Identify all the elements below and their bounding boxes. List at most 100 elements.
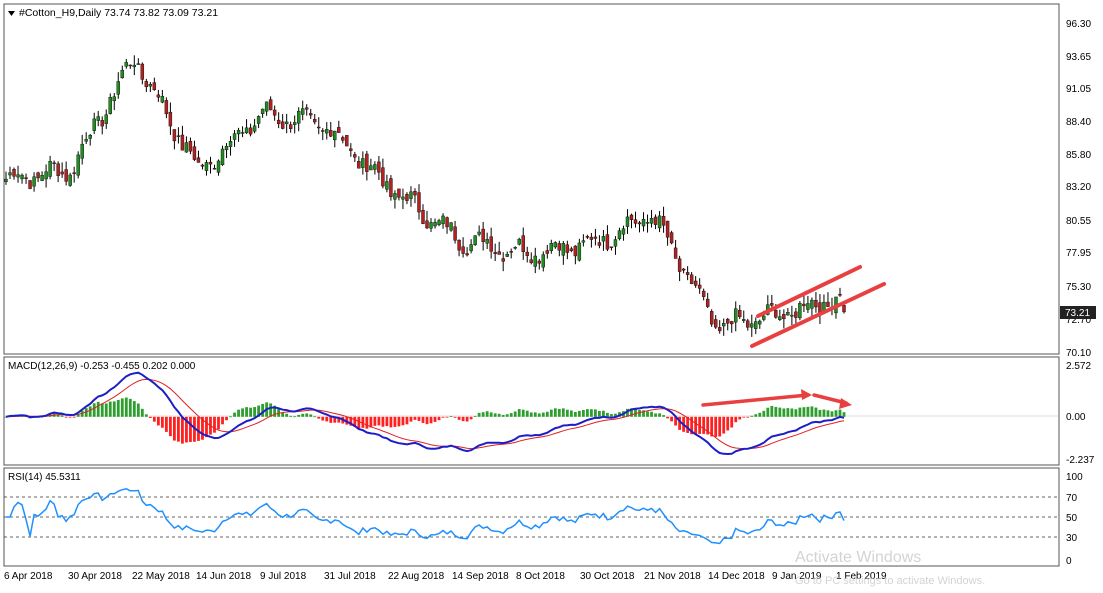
candle-body xyxy=(236,130,241,135)
macd-histogram-bar xyxy=(237,409,240,417)
candle-body xyxy=(669,232,674,244)
macd-histogram-bar xyxy=(124,397,128,417)
candle-body xyxy=(397,188,401,198)
macd-histogram-bar xyxy=(417,416,421,421)
macd-histogram-bar xyxy=(189,416,192,442)
macd-histogram-bar xyxy=(742,416,746,418)
macd-histogram-bar xyxy=(794,409,798,417)
macd-histogram-bar xyxy=(770,405,774,417)
macd-histogram-bar xyxy=(818,409,822,417)
macd-panel[interactable] xyxy=(3,356,1060,466)
macd-histogram-bar xyxy=(658,413,661,417)
price-axis[interactable]: 96.30 93.65 91.05 88.40 85.80 83.20 80.5… xyxy=(1066,19,1091,359)
macd-histogram-bar xyxy=(373,416,377,426)
macd-histogram-bar xyxy=(357,416,361,429)
macd-histogram-bar xyxy=(120,398,124,417)
candle-body xyxy=(256,116,261,124)
macd-histogram-bar xyxy=(501,414,505,417)
candle-body xyxy=(188,141,193,152)
macd-histogram-bar xyxy=(525,410,529,417)
candle-body xyxy=(814,300,818,308)
date-tick: 14 Jun 2018 xyxy=(196,571,251,582)
candle-body xyxy=(164,100,169,115)
macd-divergence-arrow-1[interactable] xyxy=(701,393,810,407)
candle-body xyxy=(120,69,124,79)
date-axis[interactable]: 6 Apr 2018 30 Apr 2018 22 May 2018 14 Ju… xyxy=(4,571,887,582)
candle-body xyxy=(577,242,582,261)
arrowhead-icon xyxy=(839,398,852,409)
candle-body xyxy=(116,81,120,95)
macd-histogram-bar xyxy=(177,416,180,442)
rsi-line xyxy=(6,488,845,545)
macd-histogram-bar xyxy=(766,407,770,417)
candle-body xyxy=(481,228,485,242)
macd-histogram-bar xyxy=(638,410,641,417)
candle-body xyxy=(625,216,630,227)
candle-body xyxy=(722,323,726,327)
macd-histogram-bar xyxy=(217,416,220,430)
macd-histogram-bar xyxy=(626,408,629,417)
macd-histogram-bar xyxy=(553,408,557,417)
candle-body xyxy=(172,129,177,142)
candle-body xyxy=(401,196,405,200)
macd-histogram-bar xyxy=(333,416,337,423)
macd-histogram-bar xyxy=(273,405,277,417)
candle-body xyxy=(421,209,425,224)
macd-histogram-bar xyxy=(461,416,465,422)
macd-histogram-bar xyxy=(722,416,726,434)
candle-body xyxy=(685,272,690,275)
dropdown-triangle-icon[interactable] xyxy=(8,11,15,16)
macd-histogram-bar xyxy=(221,416,224,425)
candle-body xyxy=(441,215,445,225)
macd-histogram-bar xyxy=(670,416,673,422)
candle-body xyxy=(112,96,116,102)
candle-body xyxy=(40,175,44,181)
candle-body xyxy=(305,107,309,110)
channel-lower-line[interactable] xyxy=(750,282,886,348)
macd-histogram-bar xyxy=(606,412,609,417)
arrowhead-icon xyxy=(801,389,812,400)
macd-histogram-bar xyxy=(598,410,601,417)
candle-body xyxy=(244,127,249,134)
date-tick: 9 Jul 2018 xyxy=(260,571,307,582)
candlestick-series xyxy=(4,55,846,337)
candle-body xyxy=(661,215,666,226)
candle-body xyxy=(96,116,100,121)
channel-upper-line[interactable] xyxy=(756,265,862,318)
macd-histogram-bar xyxy=(457,416,461,420)
candle-body xyxy=(373,164,377,170)
macd-histogram-bar xyxy=(413,416,417,420)
macd-histogram-bar xyxy=(602,410,605,417)
candle-body xyxy=(389,178,393,197)
macd-histogram-bar xyxy=(493,413,497,417)
macd-histogram-bar xyxy=(4,416,8,418)
macd-histogram-bar xyxy=(565,409,569,417)
macd-histogram-bar xyxy=(802,407,806,417)
candle-body xyxy=(738,309,742,317)
macd-histogram-bar xyxy=(469,416,473,420)
macd-histogram-bar xyxy=(401,416,405,426)
price-panel[interactable] xyxy=(3,3,1060,355)
candle-body xyxy=(545,250,549,254)
candle-body xyxy=(341,137,345,141)
macd-histogram-bar xyxy=(112,401,116,417)
candle-body xyxy=(369,165,373,171)
candle-body xyxy=(501,258,505,262)
macd-histogram-bar xyxy=(72,416,76,418)
macd-histogram-bar xyxy=(557,408,561,417)
candle-body xyxy=(842,305,846,313)
macd-histogram-bar xyxy=(301,413,305,417)
macd-histogram-bar xyxy=(116,399,120,417)
macd-histogram-bar xyxy=(56,414,60,417)
candle-body xyxy=(168,111,173,127)
price-tick: 85.80 xyxy=(1066,150,1091,161)
candle-body xyxy=(84,139,88,142)
candle-body xyxy=(32,176,36,187)
candle-body xyxy=(272,109,277,116)
candle-body xyxy=(104,114,108,124)
candle-body xyxy=(264,101,269,112)
macd-histogram-bar xyxy=(261,403,265,417)
candle-body xyxy=(569,248,574,251)
macd-histogram-bar xyxy=(281,412,285,417)
